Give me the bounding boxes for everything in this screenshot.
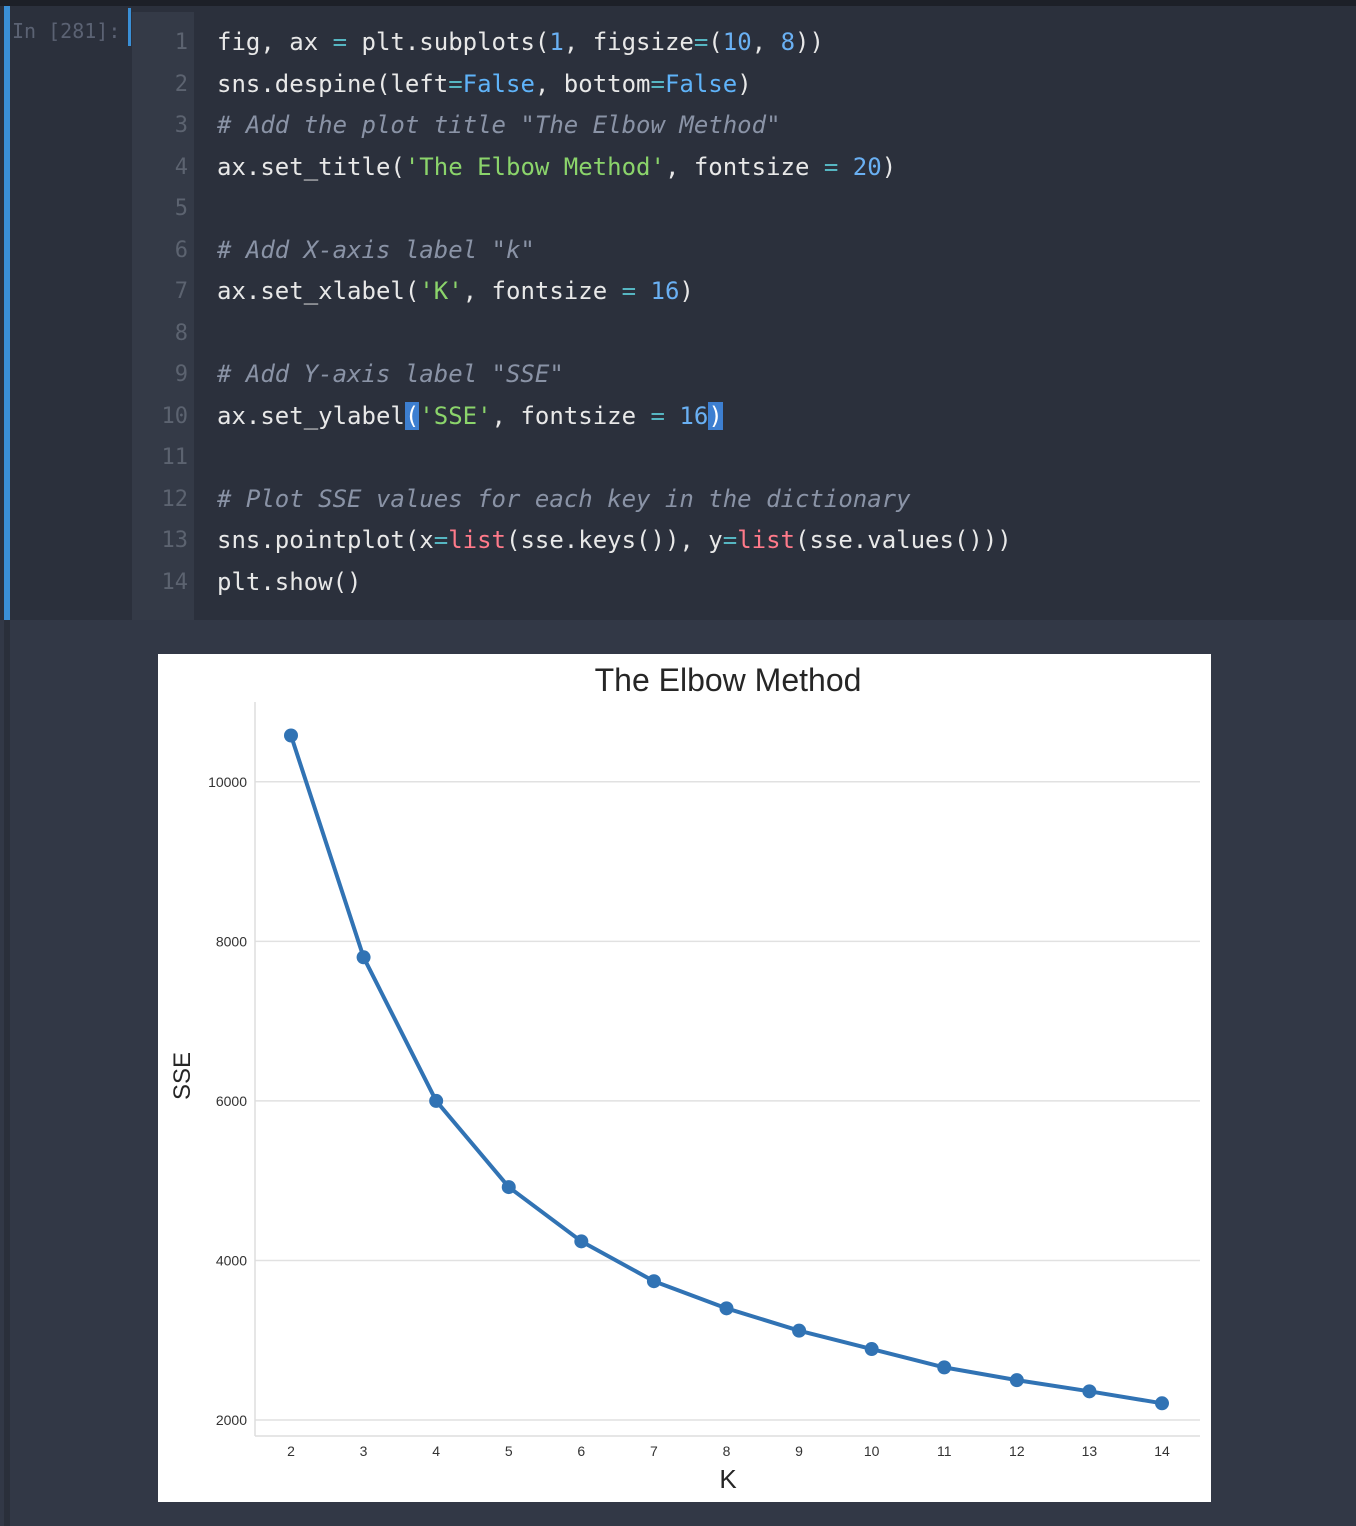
x-tick-label: 14 (1154, 1443, 1170, 1459)
figure: The Elbow Method K SSE 2000 4000 6000 8000 1… (158, 654, 1211, 1502)
x-tick-label: 4 (432, 1443, 440, 1459)
y-axis-label: SSE (169, 1052, 196, 1100)
line-number: 8 (174, 320, 188, 346)
y-tick-label: 6000 (216, 1093, 247, 1109)
cell-selection-indicator (4, 6, 10, 620)
line-number: 3 (174, 113, 188, 138)
code-line[interactable]: fig, ax = plt.subplots(1, figsize=(10, 8… (217, 28, 824, 56)
x-tick-label: 8 (723, 1443, 731, 1459)
cell-prompt: In [281]: (12, 19, 121, 43)
y-tick-label: 8000 (216, 933, 247, 949)
line-number: 13 (161, 528, 189, 553)
elbow-chart: The Elbow Method K SSE 2000 4000 6000 8000 1… (169, 662, 1200, 1494)
data-point (1155, 1396, 1169, 1411)
line-number: 14 (161, 569, 189, 595)
code-line[interactable]: ax.set_xlabel('K', fontsize = 16) (217, 277, 694, 305)
code-line[interactable]: sns.pointplot(x=list(sse.keys()), y=list… (217, 526, 1012, 554)
x-tick-label: 9 (795, 1443, 803, 1459)
line-number: 5 (174, 196, 188, 221)
code-cell[interactable]: In [281]: (0, 6, 1356, 626)
y-tick-label: 10000 (208, 774, 247, 790)
code-line[interactable]: ax.set_title('The Elbow Method', fontsiz… (217, 152, 897, 181)
data-point (574, 1234, 589, 1249)
prompt-marker (128, 8, 131, 46)
code-editor[interactable] (194, 12, 1356, 626)
line-number: 7 (174, 279, 188, 304)
data-point (792, 1323, 807, 1338)
data-point (1009, 1373, 1024, 1388)
top-border (0, 0, 1356, 6)
data-point (501, 1180, 516, 1195)
code-line[interactable]: ax.set_ylabel('SSE', fontsize = 16) (217, 401, 723, 430)
code-line[interactable]: # Add Y-axis label "SSE" (217, 360, 564, 388)
line-number: 2 (174, 71, 188, 97)
x-tick-label: 13 (1082, 1443, 1098, 1459)
data-point (719, 1301, 734, 1316)
line-number: 10 (161, 403, 189, 429)
line-number: 9 (174, 362, 188, 387)
line-number-gutter (132, 12, 194, 626)
data-point (864, 1342, 879, 1357)
code-line[interactable]: # Plot SSE values for each key in the di… (217, 484, 911, 513)
y-tick-label: 4000 (216, 1252, 247, 1268)
line-number: 4 (174, 154, 188, 180)
line-number: 6 (174, 237, 188, 263)
x-tick-label: 3 (360, 1443, 368, 1459)
data-point (429, 1093, 444, 1108)
data-point (646, 1274, 661, 1289)
x-tick-label: 11 (937, 1443, 952, 1459)
x-tick-label: 12 (1009, 1443, 1025, 1459)
line-number: 11 (161, 445, 189, 470)
x-axis-label: K (719, 1464, 737, 1494)
line-number: 1 (174, 30, 188, 55)
y-tick-label: 2000 (216, 1412, 247, 1428)
data-point (937, 1360, 952, 1375)
x-tick-label: 10 (864, 1443, 880, 1459)
x-tick-label: 5 (505, 1443, 513, 1459)
chart-title: The Elbow Method (595, 662, 862, 698)
x-tick-label: 7 (650, 1443, 658, 1459)
output-indicator (4, 620, 10, 1526)
x-tick-label: 6 (577, 1443, 585, 1459)
code-line[interactable]: sns.despine(left=False, bottom=False) (217, 69, 752, 98)
data-point (1082, 1384, 1097, 1399)
code-line[interactable]: plt.show() (217, 567, 362, 596)
code-line[interactable]: # Add X-axis label "k" (217, 235, 535, 264)
x-tick-label: 2 (287, 1443, 295, 1459)
code-line[interactable]: # Add the plot title "The Elbow Method" (217, 111, 781, 139)
line-number: 12 (161, 486, 189, 512)
data-point (284, 728, 298, 743)
data-point (356, 950, 371, 965)
